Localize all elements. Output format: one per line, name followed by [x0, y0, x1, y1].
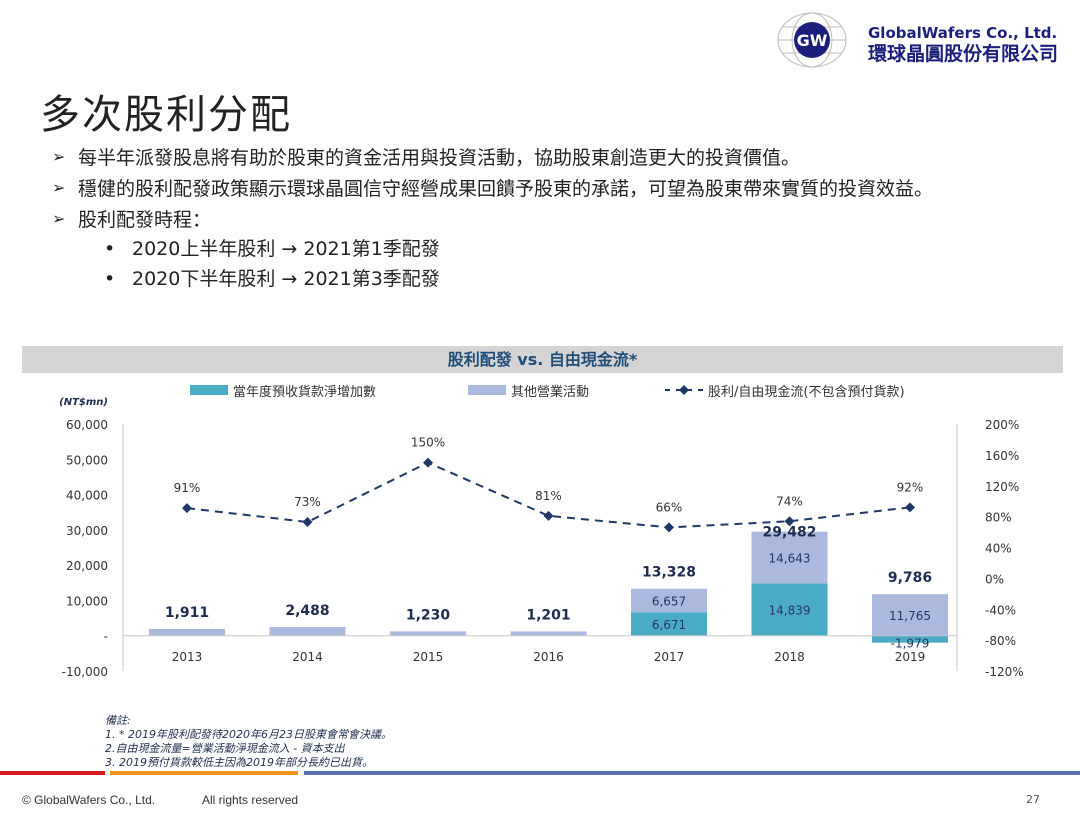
y-tick-label: 60,000 — [66, 418, 108, 432]
bar-prepayment — [751, 583, 828, 636]
bar-total-label: 29,482 — [762, 525, 816, 541]
sub-bullet: • 2020上半年股利 → 2021第1季配發 — [104, 238, 440, 260]
arrow-bullet-icon: ➢ — [52, 178, 66, 197]
ratio-label: 81% — [535, 489, 562, 503]
bar-total-label: 9,786 — [888, 570, 932, 586]
y-tick-label: 20,000 — [66, 559, 108, 573]
bar-other-operating — [751, 531, 828, 584]
notes: 備註: 1. * 2019年股利配發待2020年6月23日股東會常會決議。 2.… — [105, 714, 392, 770]
bar-other-operating — [149, 628, 225, 636]
legend-label-prepayment: 當年度預收貨款淨增加數 — [233, 384, 376, 400]
x-tick-label: 2014 — [292, 650, 323, 664]
ratio-marker — [543, 510, 554, 521]
x-tick-label: 2015 — [413, 650, 444, 664]
x-tick-label: 2016 — [533, 650, 564, 664]
red-stripe — [0, 771, 105, 775]
ratio-label: 66% — [656, 500, 683, 514]
orange-stripe — [110, 771, 298, 775]
notes-heading: 備註: — [105, 714, 131, 727]
ratio-marker — [905, 502, 915, 513]
bar-label-prepayment: -1,979 — [891, 637, 930, 651]
bar-label-prepayment: 6,671 — [652, 618, 686, 632]
bar-total-label: 13,328 — [642, 565, 696, 581]
y2-tick-label: 200% — [985, 418, 1019, 432]
bar-label-other: 14,643 — [769, 552, 811, 566]
y-tick-label: - — [104, 630, 108, 644]
bar-other-operating — [390, 631, 466, 636]
y-axis-unit: (NT$mn) — [59, 397, 108, 408]
ratio-marker — [784, 516, 795, 527]
y2-tick-label: -120% — [985, 665, 1024, 679]
bar-prepayment — [631, 612, 707, 636]
bar-other-operating — [510, 631, 587, 636]
bar-total-label: 2,488 — [285, 603, 329, 619]
x-tick-label: 2017 — [654, 650, 685, 664]
bullet: ➢ 穩健的股利配發政策顯示環球晶圓信守經營成果回饋予股東的承諾，可望為股東帶來實質… — [52, 174, 933, 201]
ratio-marker — [182, 503, 192, 514]
y2-tick-label: -80% — [985, 634, 1016, 648]
note-3: 3. 2019預付貨款較低主因為2019年部分長約已出貨。 — [105, 756, 373, 769]
company-logo: GW GlobalWafers Co., Ltd. 環球晶圓股份有限公司 — [776, 10, 1061, 70]
sub-bullet-text: 2020下半年股利 → 2021第3季配發 — [132, 268, 440, 290]
y2-tick-label: 40% — [985, 542, 1012, 556]
sub-bullet-text: 2020上半年股利 → 2021第1季配發 — [132, 238, 440, 260]
bar-label-other: 6,657 — [652, 594, 686, 608]
bullet: ➢ 股利配發時程： — [52, 205, 211, 232]
y2-tick-label: -40% — [985, 603, 1016, 617]
y-tick-label: 30,000 — [66, 524, 108, 538]
legend-swatch-prepayment — [190, 385, 228, 395]
ratio-label: 74% — [776, 494, 803, 508]
copyright: © GlobalWafers Co., Ltd. — [22, 793, 156, 807]
bar-other-operating — [269, 626, 346, 636]
note-2: 2.自由現金流量=營業活動淨現金流入 - 資本支出 — [105, 742, 345, 755]
bar-label-other: 11,765 — [889, 609, 931, 623]
bar-other-operating — [631, 588, 707, 613]
ratio-label: 150% — [411, 436, 445, 450]
bar-prepayment — [872, 635, 948, 643]
x-tick-label: 2018 — [774, 650, 805, 664]
ratio-label: 73% — [294, 495, 321, 509]
note-1: 1. * 2019年股利配發待2020年6月23日股東會常會決議。 — [105, 728, 392, 741]
svg-text:GlobalWafers Co., Ltd.: GlobalWafers Co., Ltd. — [868, 24, 1057, 42]
bar-total-label: 1,201 — [526, 607, 570, 623]
x-tick-label: 2019 — [895, 650, 926, 664]
ratio-marker — [664, 522, 674, 533]
y2-tick-label: 120% — [985, 480, 1019, 494]
bullet: ➢ 每半年派發股息將有助於股東的資金活用與投資活動，協助股東創造更大的投資價值。 — [52, 143, 800, 170]
y-tick-label: 10,000 — [66, 594, 108, 608]
rights: All rights reserved — [202, 793, 299, 807]
arrow-bullet-icon: ➢ — [52, 209, 66, 228]
chart-title: 股利配發 vs. 自由現金流* — [22, 346, 1063, 373]
y2-tick-label: 0% — [985, 572, 1004, 586]
svg-text:環球晶圓股份有限公司: 環球晶圓股份有限公司 — [868, 42, 1058, 65]
sub-bullet: • 2020下半年股利 → 2021第3季配發 — [104, 268, 440, 290]
bullet-text: 股利配發時程： — [78, 209, 212, 231]
y-tick-label: 40,000 — [66, 489, 108, 503]
page-title: 多次股利分配 — [40, 92, 292, 138]
y-tick-label: -10,000 — [62, 665, 108, 679]
ratio-label: 91% — [174, 481, 201, 495]
bullet-text: 穩健的股利配發政策顯示環球晶圓信守經營成果回饋予股東的承諾，可望為股東帶來實質的… — [78, 178, 934, 200]
bar-other-operating — [872, 594, 948, 636]
x-tick-label: 2013 — [172, 650, 203, 664]
ratio-label: 92% — [897, 480, 924, 494]
legend-label-other: 其他營業活動 — [511, 384, 589, 400]
bar-total-label: 1,911 — [165, 605, 209, 621]
page-number: 27 — [1026, 793, 1040, 806]
ratio-marker — [423, 457, 433, 468]
bar-total-label: 1,230 — [406, 607, 451, 623]
y2-tick-label: 80% — [985, 511, 1012, 525]
legend-label-ratio: 股利/自由現金流(不包含預付貨款) — [708, 384, 905, 400]
ratio-marker — [302, 517, 313, 528]
y2-tick-label: 160% — [985, 449, 1019, 463]
bar-label-prepayment: 14,839 — [769, 604, 811, 618]
legend-swatch-other — [468, 385, 506, 395]
arrow-bullet-icon: ➢ — [52, 147, 66, 166]
blue-stripe — [304, 771, 1080, 775]
y-tick-label: 50,000 — [66, 453, 108, 467]
legend-marker-ratio — [679, 385, 689, 395]
bullet-text: 每半年派發股息將有助於股東的資金活用與投資活動，協助股東創造更大的投資價值。 — [78, 147, 801, 169]
svg-text:GW: GW — [797, 31, 828, 50]
chart: (NT$mn) 60,000 50,000 40,000 30,000 20,000 10,… — [59, 384, 1024, 679]
